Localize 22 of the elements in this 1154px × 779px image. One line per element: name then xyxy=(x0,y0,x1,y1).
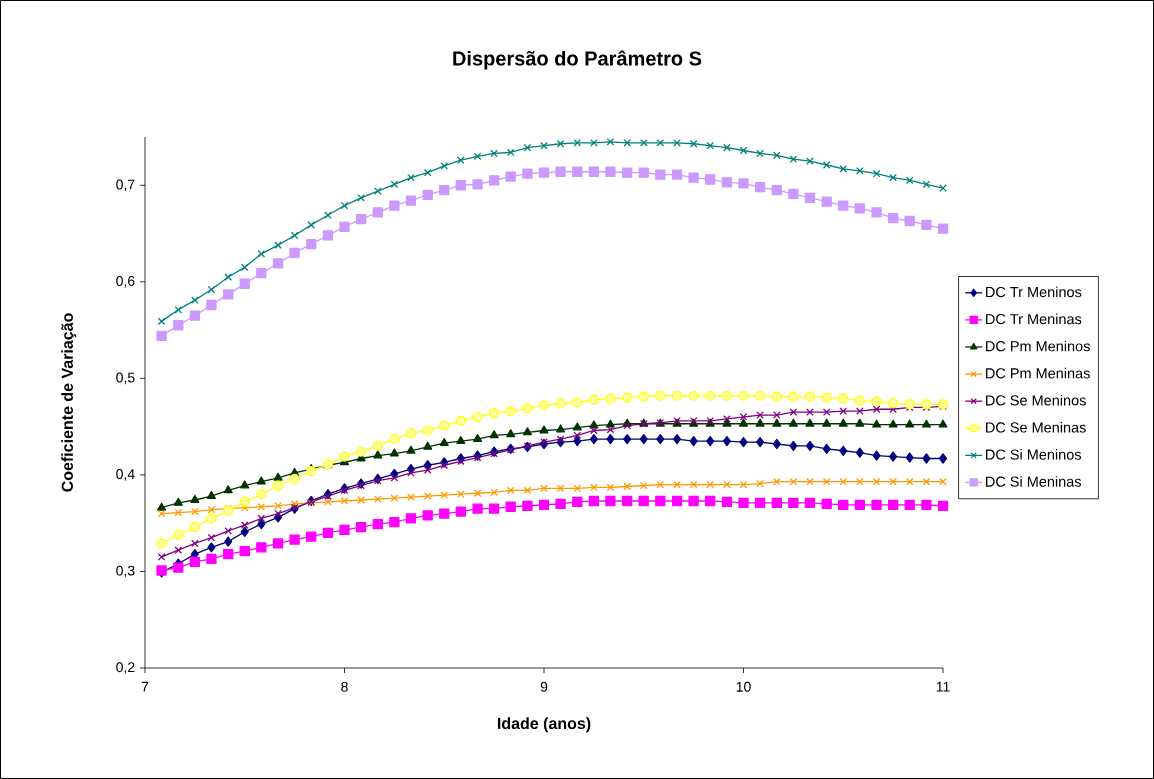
y-tick-label: 0,4 xyxy=(116,469,135,481)
y-axis-title: Coeficiente de Variação xyxy=(61,313,77,492)
x-tick-label: 7 xyxy=(141,681,149,692)
x-tick-label: 11 xyxy=(936,681,950,692)
legend-label: DC Si Meninos xyxy=(986,449,1082,460)
y-tick-label: 0,3 xyxy=(116,565,135,578)
legend-label: DC Tr Meninas xyxy=(986,313,1082,325)
chart-title: Dispersão do Parâmetro S xyxy=(453,50,702,70)
x-tick-label: 10 xyxy=(736,681,751,692)
y-tick-label: 0,7 xyxy=(116,179,135,192)
legend-label: DC Se Meninas xyxy=(986,421,1086,433)
y-tick-label: 0,5 xyxy=(116,372,135,385)
legend-label: DC Pm Meninos xyxy=(986,340,1090,352)
legend-label: DC Tr Meninos xyxy=(986,286,1082,298)
x-tick-label: 9 xyxy=(540,681,548,692)
y-tick-label: 0,2 xyxy=(116,662,135,674)
legend-label: DC Si Meninas xyxy=(986,476,1082,487)
y-tick-label: 0,6 xyxy=(116,276,135,288)
legend-label: DC Pm Meninas xyxy=(986,367,1090,379)
legend-label: DC Se Meninos xyxy=(986,394,1086,406)
x-tick-label: 8 xyxy=(341,681,348,692)
x-axis-title: Idade (anos) xyxy=(497,717,591,733)
